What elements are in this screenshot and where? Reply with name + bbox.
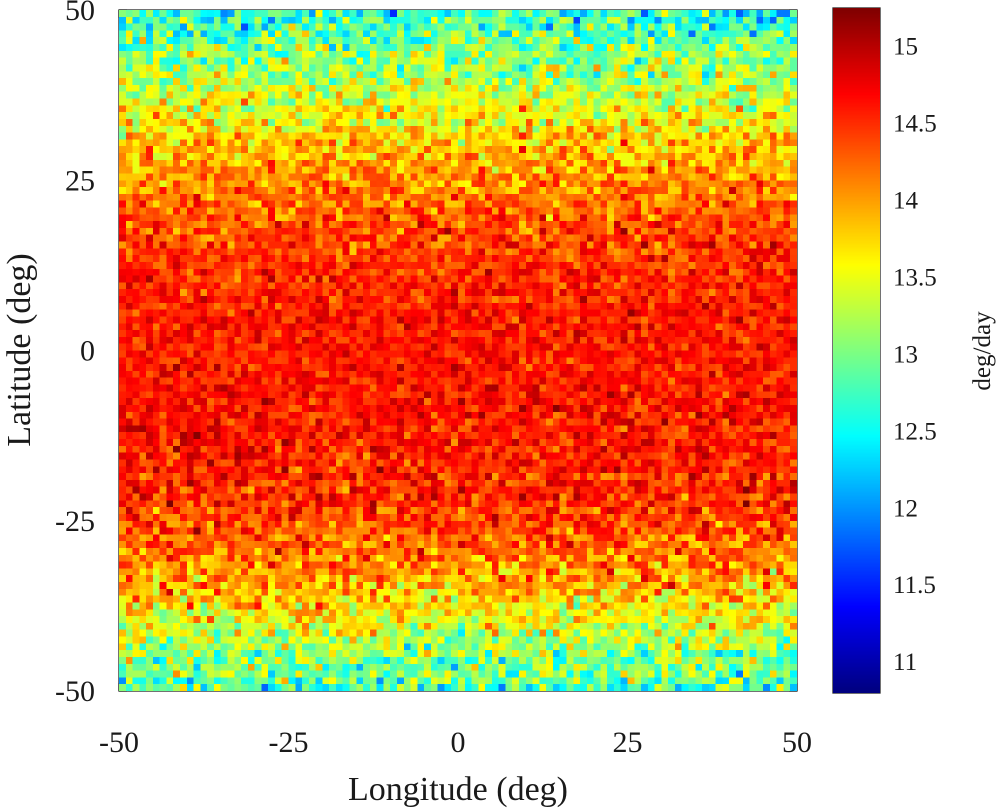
colorbar-tick-label: 14 bbox=[893, 187, 919, 214]
x-tick-label: -50 bbox=[99, 726, 139, 759]
colorbar-tick-label: 13.5 bbox=[893, 264, 937, 291]
colorbar-tick-label: 12.5 bbox=[893, 418, 937, 445]
colorbar-ticks: 11 11.5 12 12.5 13 13.5 14 14.5 15 bbox=[874, 33, 937, 676]
colorbar-tick-label: 12 bbox=[893, 495, 918, 522]
x-tick-label: 50 bbox=[782, 726, 812, 759]
y-axis-label: Latitude (deg) bbox=[1, 253, 38, 447]
y-tick-label: 0 bbox=[80, 335, 95, 368]
heatmap-cells bbox=[119, 10, 797, 691]
x-tick-label: 0 bbox=[451, 726, 466, 759]
y-tick-label: 25 bbox=[65, 164, 95, 197]
colorbar-label: deg/day bbox=[969, 311, 996, 391]
colorbar-tick-label: 15 bbox=[893, 33, 918, 60]
colorbar-gradient bbox=[833, 8, 880, 693]
x-tick-label: 25 bbox=[613, 726, 643, 759]
y-tick-label: -25 bbox=[55, 505, 95, 538]
colorbar-tick-label: 11.5 bbox=[893, 572, 936, 599]
x-axis-label: Longitude (deg) bbox=[348, 771, 568, 808]
colorbar-tick-label: 13 bbox=[893, 341, 918, 368]
x-axis-ticks: -50 -25 0 25 50 bbox=[99, 10, 812, 759]
y-axis-ticks: -50 -25 0 25 50 bbox=[55, 0, 797, 708]
y-tick-label: -50 bbox=[55, 675, 95, 708]
colorbar-tick-label: 14.5 bbox=[893, 110, 937, 137]
x-tick-label: -25 bbox=[269, 726, 309, 759]
colorbar-tick-label: 11 bbox=[893, 649, 917, 676]
y-tick-label: 50 bbox=[65, 0, 95, 27]
